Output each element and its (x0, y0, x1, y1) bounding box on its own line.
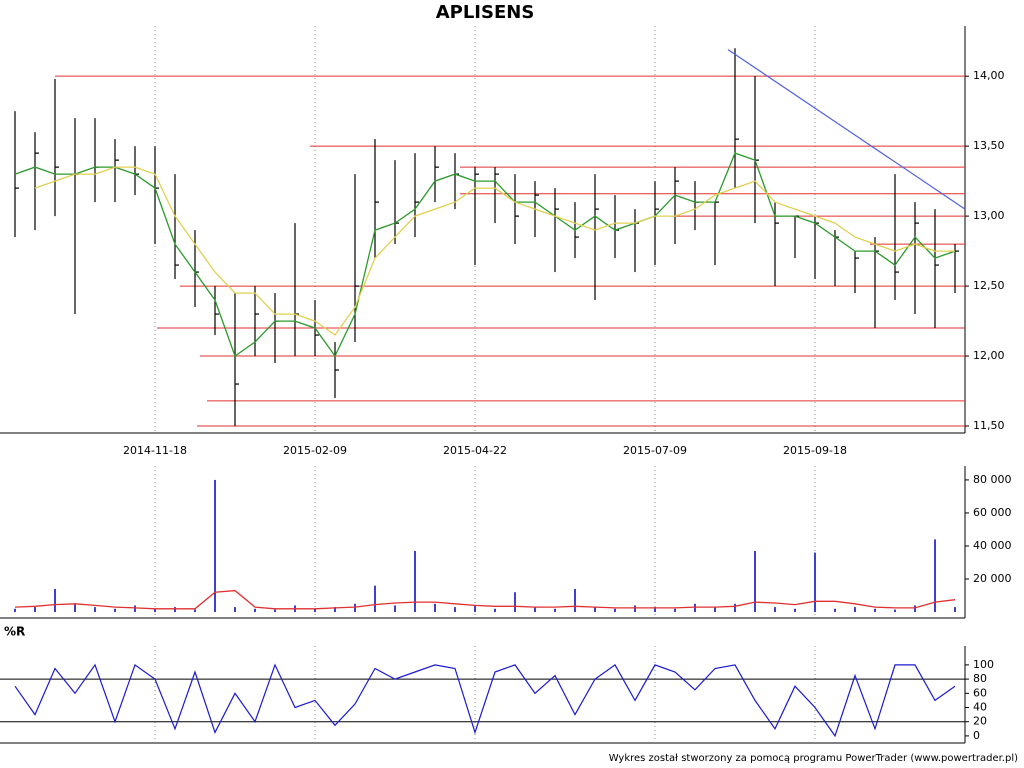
volume-bar (954, 607, 956, 613)
volume-bar (734, 603, 736, 613)
y-tick-label: 40 (973, 701, 987, 714)
volume-bar (874, 608, 876, 613)
volume-bar (134, 605, 136, 613)
moving-average (34, 166, 955, 336)
volume-bar (194, 609, 196, 613)
volume-bar (394, 605, 396, 613)
y-tick-label: 80 000 (973, 473, 1012, 486)
volume-bar (354, 603, 356, 613)
y-tick-label: 13,00 (973, 209, 1005, 222)
x-tick-label: 2014-11-18 (123, 444, 187, 457)
volume-bar (14, 608, 16, 613)
y-tick-label: 60 (973, 686, 987, 699)
y-tick-label: 12,00 (973, 349, 1005, 362)
volume-bar (714, 607, 716, 613)
volume-bar (534, 607, 536, 613)
y-tick-label: 100 (973, 658, 994, 671)
volume-bar (934, 539, 936, 613)
volume-bar (474, 605, 476, 613)
y-tick-label: 20 (973, 715, 987, 728)
volume-bar (854, 607, 856, 613)
volume-bar (94, 607, 96, 613)
moving-average (14, 152, 956, 358)
y-tick-label: 13,50 (973, 139, 1005, 152)
x-tick-label: 2015-04-22 (443, 444, 507, 457)
volume-bar (894, 609, 896, 613)
volume-bar (114, 608, 116, 613)
y-tick-label: 20 000 (973, 572, 1012, 585)
volume-bar (214, 479, 216, 613)
volume-bar (774, 607, 776, 613)
volume-bar (754, 550, 756, 613)
volume-bar (654, 607, 656, 613)
volume-bar (694, 603, 696, 613)
volume-bar (414, 550, 416, 613)
volume-bar (454, 607, 456, 613)
volume-bar (614, 608, 616, 613)
y-tick-label: 0 (973, 729, 980, 742)
volume-bar (334, 607, 336, 613)
y-tick-label: 80 (973, 672, 987, 685)
volume-bar (434, 603, 436, 613)
volume-bar (554, 608, 556, 613)
volume-average (14, 589, 956, 610)
y-tick-label: 12,50 (973, 279, 1005, 292)
volume-bar (374, 585, 376, 613)
indicator-line (14, 663, 956, 738)
volume-bar (574, 588, 576, 613)
x-tick-label: 2015-07-09 (623, 444, 687, 457)
y-tick-label: 11,50 (973, 419, 1005, 432)
volume-bar (254, 608, 256, 613)
chart-title: APLISENS (436, 2, 535, 23)
footer: Wykres został stworzony za pomocą progra… (609, 753, 1018, 764)
volume-bar (634, 605, 636, 613)
volume-bar (74, 603, 76, 613)
volume-bar (174, 607, 176, 613)
volume-bar (34, 607, 36, 613)
volume-bar (814, 552, 816, 613)
volume-bar (154, 608, 156, 613)
volume-bar (674, 608, 676, 613)
x-tick-label: 2015-02-09 (283, 444, 347, 457)
volume-bar (794, 608, 796, 613)
trend-line (727, 49, 966, 210)
y-tick-label: 14,00 (973, 69, 1005, 82)
volume-bar (594, 607, 596, 613)
volume-bar (494, 608, 496, 613)
volume-bar (54, 588, 56, 613)
x-tick-label: 2015-09-18 (783, 444, 847, 457)
y-tick-label: 60 000 (973, 506, 1012, 519)
volume-bar (274, 609, 276, 613)
volume-bar (914, 605, 916, 613)
volume-bar (234, 607, 236, 613)
y-tick-label: 40 000 (973, 539, 1012, 552)
volume-bar (514, 592, 516, 613)
panel-title: %R (4, 625, 25, 639)
volume-bar (834, 608, 836, 613)
volume-bar (314, 608, 316, 613)
